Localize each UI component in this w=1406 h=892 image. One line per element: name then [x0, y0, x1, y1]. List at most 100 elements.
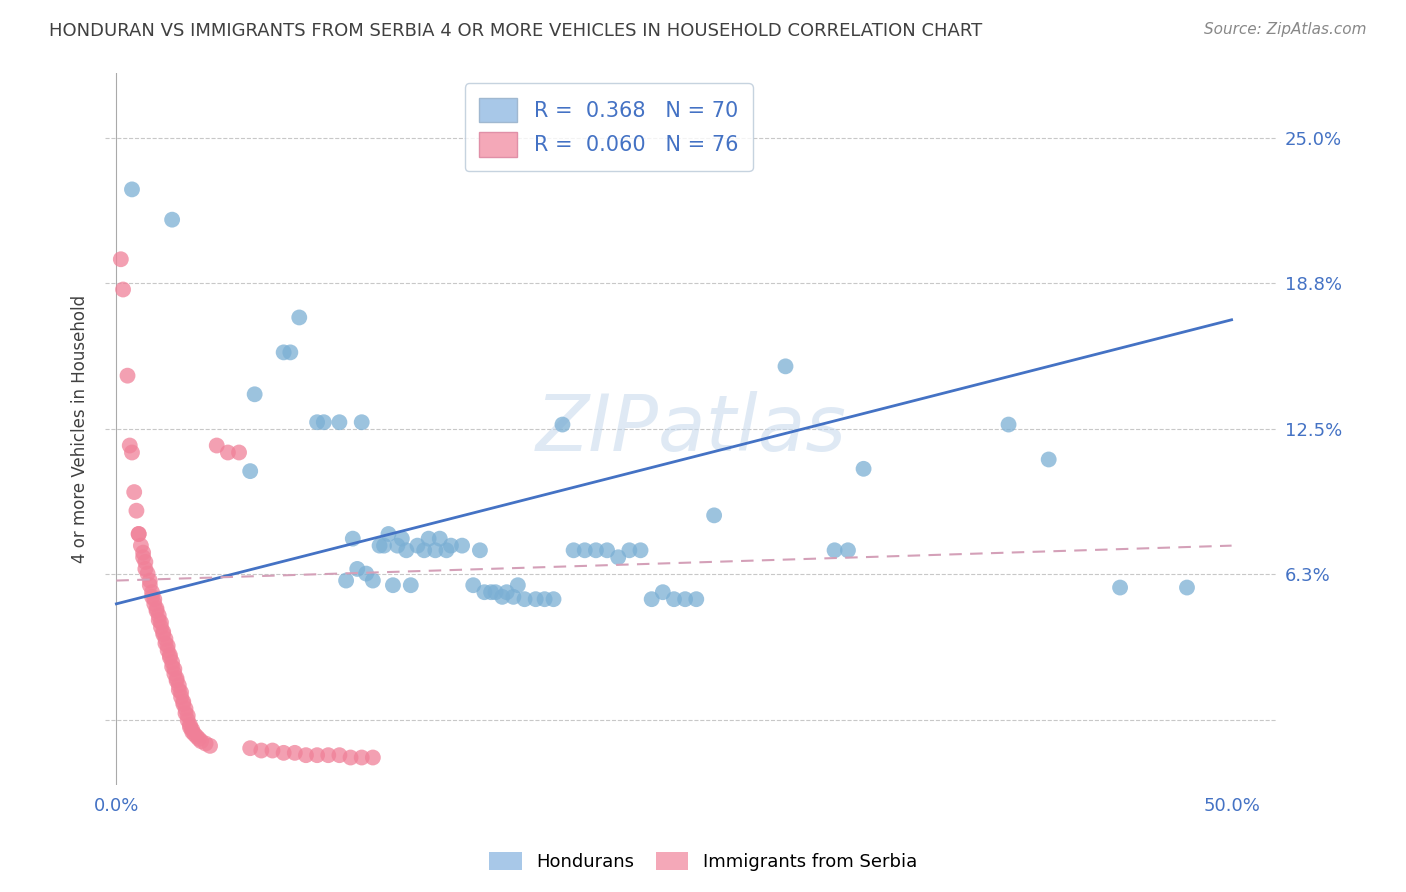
Point	[145, 604, 167, 618]
Point	[997, 417, 1019, 432]
Point	[425, 543, 447, 558]
Point	[1038, 452, 1060, 467]
Point	[295, 748, 318, 763]
Point	[194, 737, 217, 751]
Point	[284, 746, 307, 760]
Point	[506, 578, 529, 592]
Point	[190, 734, 212, 748]
Legend: Hondurans, Immigrants from Serbia: Hondurans, Immigrants from Serbia	[482, 845, 924, 879]
Text: ZIPatlas: ZIPatlas	[536, 392, 846, 467]
Point	[339, 750, 361, 764]
Point	[418, 532, 440, 546]
Point	[117, 368, 139, 383]
Point	[513, 592, 536, 607]
Point	[118, 438, 141, 452]
Point	[395, 543, 418, 558]
Point	[172, 695, 194, 709]
Point	[361, 750, 384, 764]
Point	[361, 574, 384, 588]
Point	[141, 585, 163, 599]
Point	[143, 592, 166, 607]
Point	[551, 417, 574, 432]
Point	[174, 701, 197, 715]
Point	[335, 574, 357, 588]
Point	[399, 578, 422, 592]
Point	[651, 585, 673, 599]
Point	[166, 671, 188, 685]
Point	[156, 643, 179, 657]
Point	[139, 574, 162, 588]
Point	[436, 543, 458, 558]
Point	[440, 539, 463, 553]
Point	[125, 504, 148, 518]
Point	[128, 527, 150, 541]
Point	[273, 345, 295, 359]
Point	[155, 636, 177, 650]
Point	[143, 597, 166, 611]
Point	[243, 387, 266, 401]
Point	[775, 359, 797, 374]
Point	[179, 720, 201, 734]
Point	[167, 683, 190, 698]
Point	[181, 725, 204, 739]
Point	[533, 592, 555, 607]
Point	[350, 415, 373, 429]
Point	[346, 562, 368, 576]
Point	[163, 662, 186, 676]
Point	[128, 527, 150, 541]
Point	[148, 613, 170, 627]
Point	[136, 566, 159, 581]
Point	[387, 539, 409, 553]
Point	[170, 690, 193, 704]
Point	[112, 283, 135, 297]
Point	[562, 543, 585, 558]
Point	[177, 708, 200, 723]
Point	[239, 464, 262, 478]
Point	[391, 532, 413, 546]
Point	[328, 415, 350, 429]
Point	[172, 697, 194, 711]
Point	[342, 532, 364, 546]
Point	[837, 543, 859, 558]
Point	[177, 713, 200, 727]
Point	[288, 310, 311, 325]
Point	[703, 508, 725, 523]
Point	[134, 555, 156, 569]
Point	[406, 539, 429, 553]
Point	[307, 415, 329, 429]
Point	[354, 566, 377, 581]
Point	[217, 445, 239, 459]
Point	[502, 590, 524, 604]
Point	[179, 718, 201, 732]
Point	[824, 543, 846, 558]
Point	[662, 592, 685, 607]
Point	[377, 527, 399, 541]
Point	[129, 539, 152, 553]
Point	[110, 252, 132, 267]
Y-axis label: 4 or more Vehicles in Household: 4 or more Vehicles in Household	[72, 295, 89, 563]
Point	[463, 578, 485, 592]
Point	[148, 608, 170, 623]
Point	[174, 706, 197, 721]
Point	[250, 743, 273, 757]
Point	[524, 592, 547, 607]
Point	[1175, 581, 1198, 595]
Point	[852, 462, 875, 476]
Point	[239, 741, 262, 756]
Point	[673, 592, 696, 607]
Point	[159, 650, 181, 665]
Point	[152, 627, 174, 641]
Point	[198, 739, 221, 753]
Point	[350, 750, 373, 764]
Point	[183, 727, 205, 741]
Point	[280, 345, 302, 359]
Point	[160, 655, 183, 669]
Point	[484, 585, 506, 599]
Point	[585, 543, 607, 558]
Point	[132, 546, 155, 560]
Point	[373, 539, 395, 553]
Point	[149, 620, 172, 634]
Point	[149, 615, 172, 630]
Point	[596, 543, 619, 558]
Legend: R =  0.368   N = 70, R =  0.060   N = 76: R = 0.368 N = 70, R = 0.060 N = 76	[465, 83, 752, 171]
